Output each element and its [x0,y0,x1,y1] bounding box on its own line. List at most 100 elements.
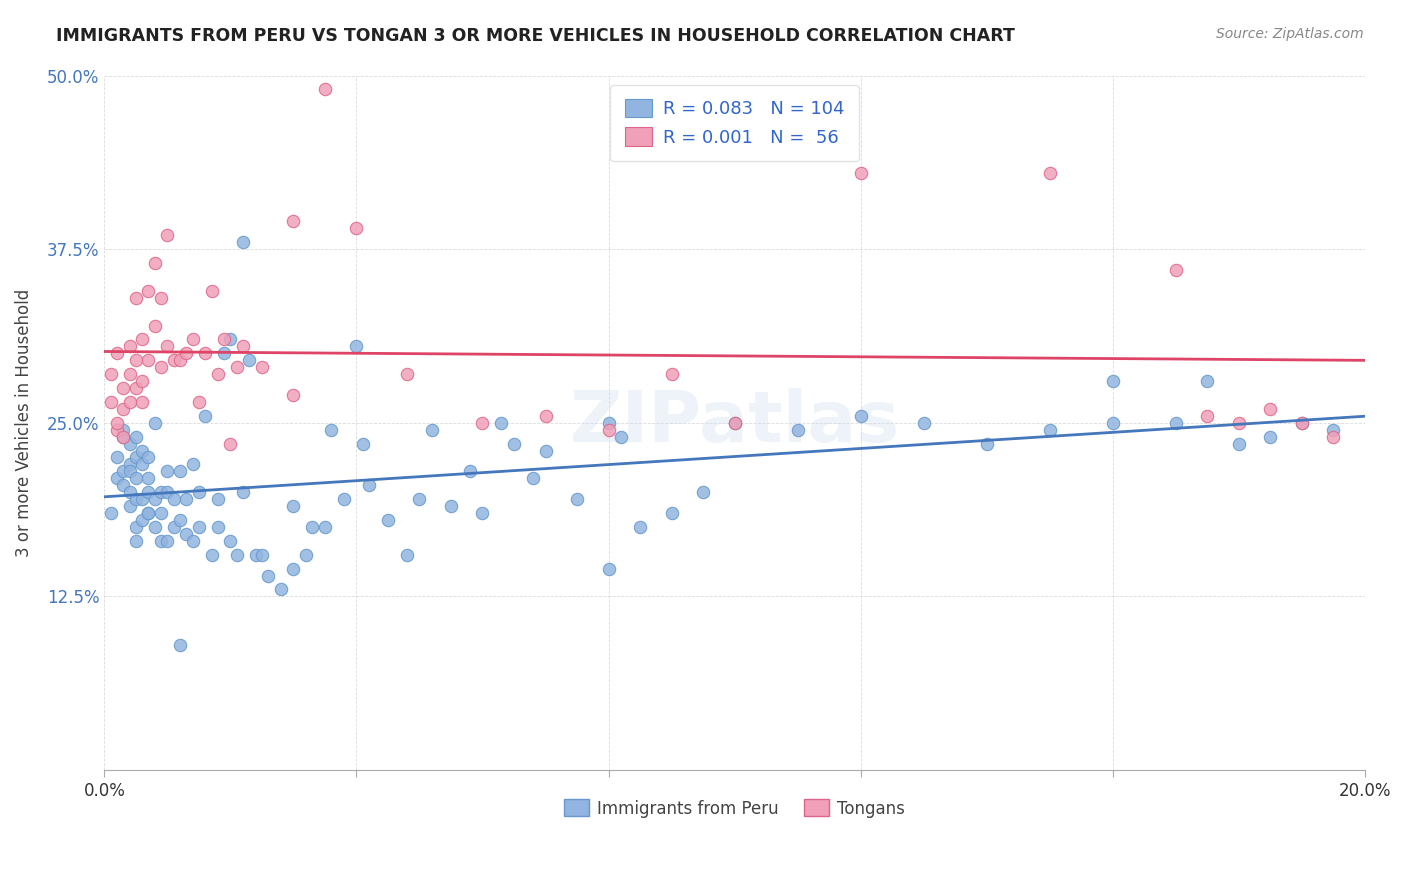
Point [250,548,273,562]
Point [692,485,714,500]
Point [250,360,273,375]
Point [125,450,148,465]
Point [169,638,191,652]
Text: Source: ZipAtlas.com: Source: ZipAtlas.com [1216,27,1364,41]
Point [270,582,292,597]
Point [131,395,153,409]
Point [471,416,494,430]
Point [138,471,160,485]
Point [849,409,872,423]
Point [786,423,808,437]
Point [301,520,323,534]
Point [138,353,160,368]
Point [150,485,173,500]
Point [219,333,242,347]
Point [225,548,247,562]
Point [169,464,191,478]
Point [156,228,179,243]
Point [100,395,122,409]
Point [125,381,148,395]
Point [131,513,153,527]
Point [138,506,160,520]
Point [163,353,186,368]
Point [346,339,368,353]
Point [232,235,254,250]
Point [105,423,128,437]
Point [112,430,135,444]
Point [321,423,343,437]
Point [283,214,305,228]
Point [849,166,872,180]
Point [156,339,179,353]
Point [200,548,222,562]
Point [1039,166,1062,180]
Point [232,339,254,353]
Point [125,353,148,368]
Point [118,339,141,353]
Point [1258,430,1281,444]
Point [723,416,745,430]
Point [503,436,526,450]
Point [1164,416,1187,430]
Point [118,485,141,500]
Point [723,416,745,430]
Point [176,492,198,507]
Point [395,367,418,381]
Point [314,82,336,96]
Point [1101,374,1123,388]
Point [565,492,588,507]
Point [131,492,153,507]
Point [661,367,683,381]
Text: IMMIGRANTS FROM PERU VS TONGAN 3 OR MORE VEHICLES IN HOUSEHOLD CORRELATION CHART: IMMIGRANTS FROM PERU VS TONGAN 3 OR MORE… [56,27,1015,45]
Point [112,430,135,444]
Point [176,346,198,360]
Point [976,436,998,450]
Point [194,346,217,360]
Point [150,506,173,520]
Point [283,499,305,513]
Point [352,436,374,450]
Point [156,485,179,500]
Point [1227,436,1250,450]
Point [207,520,229,534]
Point [1322,423,1344,437]
Point [150,291,173,305]
Point [131,374,153,388]
Point [105,416,128,430]
Point [598,416,620,430]
Point [181,333,204,347]
Point [1322,430,1344,444]
Point [163,520,186,534]
Point [105,450,128,465]
Point [176,527,198,541]
Point [187,485,209,500]
Point [118,499,141,513]
Point [138,506,160,520]
Point [169,513,191,527]
Point [125,533,148,548]
Point [238,353,260,368]
Point [1291,416,1313,430]
Point [131,458,153,472]
Point [283,388,305,402]
Point [118,464,141,478]
Point [598,561,620,575]
Point [143,492,166,507]
Text: ZIPatlas: ZIPatlas [569,388,900,458]
Point [1039,423,1062,437]
Point [661,506,683,520]
Point [283,561,305,575]
Point [245,548,267,562]
Point [143,256,166,270]
Point [1197,374,1219,388]
Point [118,458,141,472]
Point [912,416,935,430]
Point [112,423,135,437]
Point [150,533,173,548]
Point [534,409,557,423]
Point [257,568,280,582]
Point [181,533,204,548]
Point [125,430,148,444]
Point [1291,416,1313,430]
Point [194,409,217,423]
